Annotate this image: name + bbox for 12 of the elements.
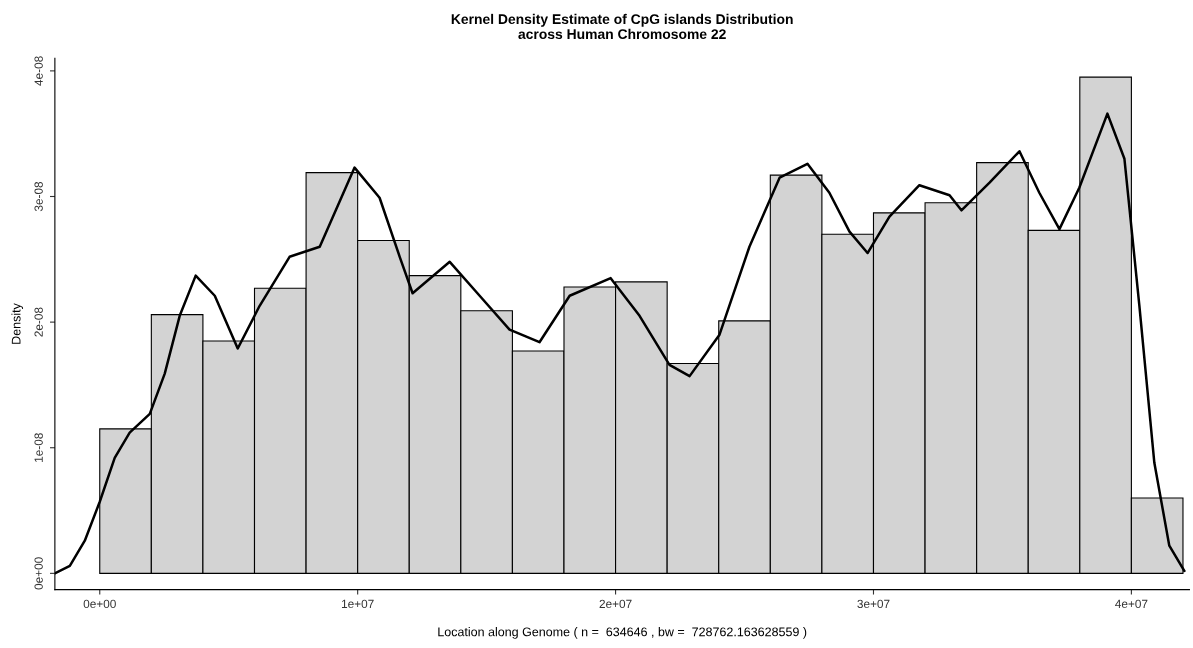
x-tick-label: 3e+07: [857, 599, 890, 609]
x-tick-label: 2e+07: [599, 599, 632, 609]
y-tick-label: 3e-08: [34, 181, 43, 212]
x-tick-label: 4e+07: [1115, 599, 1148, 609]
x-tick-label: 0e+00: [83, 599, 116, 609]
x-axis-title: Location along Genome ( n = 634646 , bw = 728762.163628559 ): [438, 627, 807, 639]
chart-title: Kernel Density Estimate of CpG islands Distribution across Human Chromosome 22: [451, 13, 793, 40]
y-axis-title: Density: [11, 303, 24, 344]
y-tick-label: 4e-08: [34, 56, 43, 86]
x-tick-label: 1e+07: [341, 599, 374, 609]
y-tick-label: 2e-08: [34, 307, 43, 337]
y-tick-label: 1e-08: [34, 433, 43, 462]
